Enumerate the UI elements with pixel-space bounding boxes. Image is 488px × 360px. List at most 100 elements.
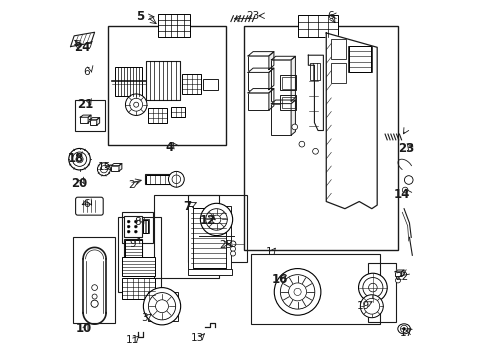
FancyBboxPatch shape — [76, 197, 103, 215]
Bar — [122, 278, 155, 299]
Circle shape — [298, 141, 304, 147]
Circle shape — [230, 241, 235, 247]
Text: 12: 12 — [200, 214, 216, 227]
Circle shape — [92, 285, 97, 291]
Circle shape — [293, 288, 301, 296]
Bar — [309, 63, 320, 80]
Circle shape — [200, 203, 232, 235]
Polygon shape — [247, 68, 273, 72]
Text: 20: 20 — [71, 177, 87, 190]
Bar — [271, 104, 290, 135]
Text: 23: 23 — [397, 142, 413, 155]
Bar — [142, 220, 148, 233]
Circle shape — [168, 171, 184, 187]
Bar — [158, 14, 190, 37]
Bar — [80, 117, 88, 123]
Bar — [330, 39, 345, 59]
Circle shape — [72, 152, 86, 166]
Polygon shape — [89, 118, 100, 120]
Polygon shape — [394, 270, 403, 272]
Circle shape — [400, 325, 407, 332]
Circle shape — [134, 230, 137, 233]
Circle shape — [155, 300, 168, 313]
Polygon shape — [247, 51, 273, 56]
Bar — [394, 272, 401, 276]
Circle shape — [368, 283, 376, 292]
Text: 24: 24 — [74, 41, 90, 54]
Bar — [203, 79, 217, 90]
Circle shape — [402, 327, 405, 330]
Text: 7: 7 — [183, 201, 191, 213]
Circle shape — [230, 246, 235, 251]
Polygon shape — [268, 89, 273, 110]
Bar — [145, 175, 169, 184]
Circle shape — [291, 124, 297, 130]
Bar — [367, 263, 395, 321]
Circle shape — [76, 156, 83, 163]
Circle shape — [127, 220, 130, 223]
Circle shape — [274, 269, 320, 315]
Bar — [280, 75, 296, 90]
Circle shape — [358, 273, 386, 302]
Circle shape — [404, 176, 412, 184]
Text: 15: 15 — [98, 162, 111, 172]
Polygon shape — [325, 33, 376, 209]
Polygon shape — [271, 56, 295, 60]
Text: 2: 2 — [128, 180, 135, 190]
Polygon shape — [97, 118, 100, 125]
Text: 8: 8 — [134, 217, 141, 227]
Bar — [187, 206, 193, 270]
Circle shape — [360, 295, 383, 318]
Text: 21: 21 — [77, 98, 93, 111]
Text: 14: 14 — [393, 188, 409, 201]
Text: 16: 16 — [271, 273, 287, 286]
Bar — [73, 237, 115, 323]
Circle shape — [69, 148, 90, 170]
Polygon shape — [70, 32, 94, 46]
Circle shape — [288, 283, 306, 301]
Polygon shape — [268, 68, 273, 90]
Polygon shape — [401, 270, 403, 276]
Circle shape — [125, 94, 147, 116]
Circle shape — [212, 215, 221, 224]
Bar — [122, 257, 155, 276]
Bar — [111, 166, 119, 171]
Bar — [118, 217, 161, 292]
Circle shape — [205, 209, 227, 230]
Ellipse shape — [397, 324, 409, 334]
Circle shape — [92, 294, 97, 299]
Bar — [190, 208, 225, 268]
Circle shape — [134, 220, 137, 223]
Bar — [75, 100, 105, 131]
Circle shape — [134, 225, 137, 228]
Circle shape — [362, 278, 382, 298]
Circle shape — [363, 298, 379, 314]
Bar — [145, 61, 180, 100]
Polygon shape — [119, 163, 122, 171]
Bar — [280, 95, 296, 110]
Text: 18: 18 — [68, 152, 84, 165]
Circle shape — [402, 187, 407, 193]
Circle shape — [143, 288, 180, 325]
Bar — [147, 292, 178, 320]
Text: 25: 25 — [219, 240, 232, 250]
Text: 6: 6 — [326, 11, 333, 21]
Bar — [348, 46, 370, 72]
Circle shape — [100, 166, 107, 173]
Polygon shape — [268, 51, 273, 69]
Text: 19: 19 — [356, 301, 369, 311]
Bar — [171, 107, 185, 117]
Bar — [282, 97, 294, 108]
Circle shape — [172, 175, 180, 184]
Polygon shape — [80, 115, 91, 117]
Polygon shape — [111, 163, 122, 166]
Bar — [125, 240, 142, 258]
Text: 10: 10 — [76, 322, 92, 335]
Bar — [330, 63, 345, 83]
Text: 5: 5 — [136, 10, 144, 23]
Bar — [145, 61, 180, 100]
Bar — [247, 72, 268, 90]
Bar — [115, 67, 142, 96]
Text: 23: 23 — [245, 11, 259, 21]
Circle shape — [129, 98, 142, 111]
